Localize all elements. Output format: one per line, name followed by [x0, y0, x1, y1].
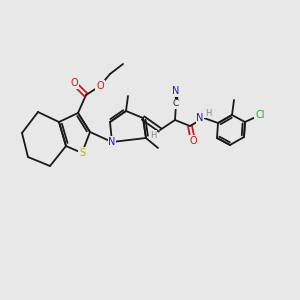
Text: N: N: [196, 113, 204, 123]
Text: O: O: [70, 78, 78, 88]
Text: O: O: [96, 81, 104, 91]
Text: N: N: [108, 137, 116, 147]
Text: Cl: Cl: [255, 110, 265, 120]
Text: H: H: [205, 109, 211, 118]
Text: N: N: [172, 86, 180, 96]
Text: S: S: [79, 148, 85, 158]
Text: H: H: [150, 130, 156, 140]
Text: C: C: [173, 100, 179, 109]
Text: O: O: [189, 136, 197, 146]
